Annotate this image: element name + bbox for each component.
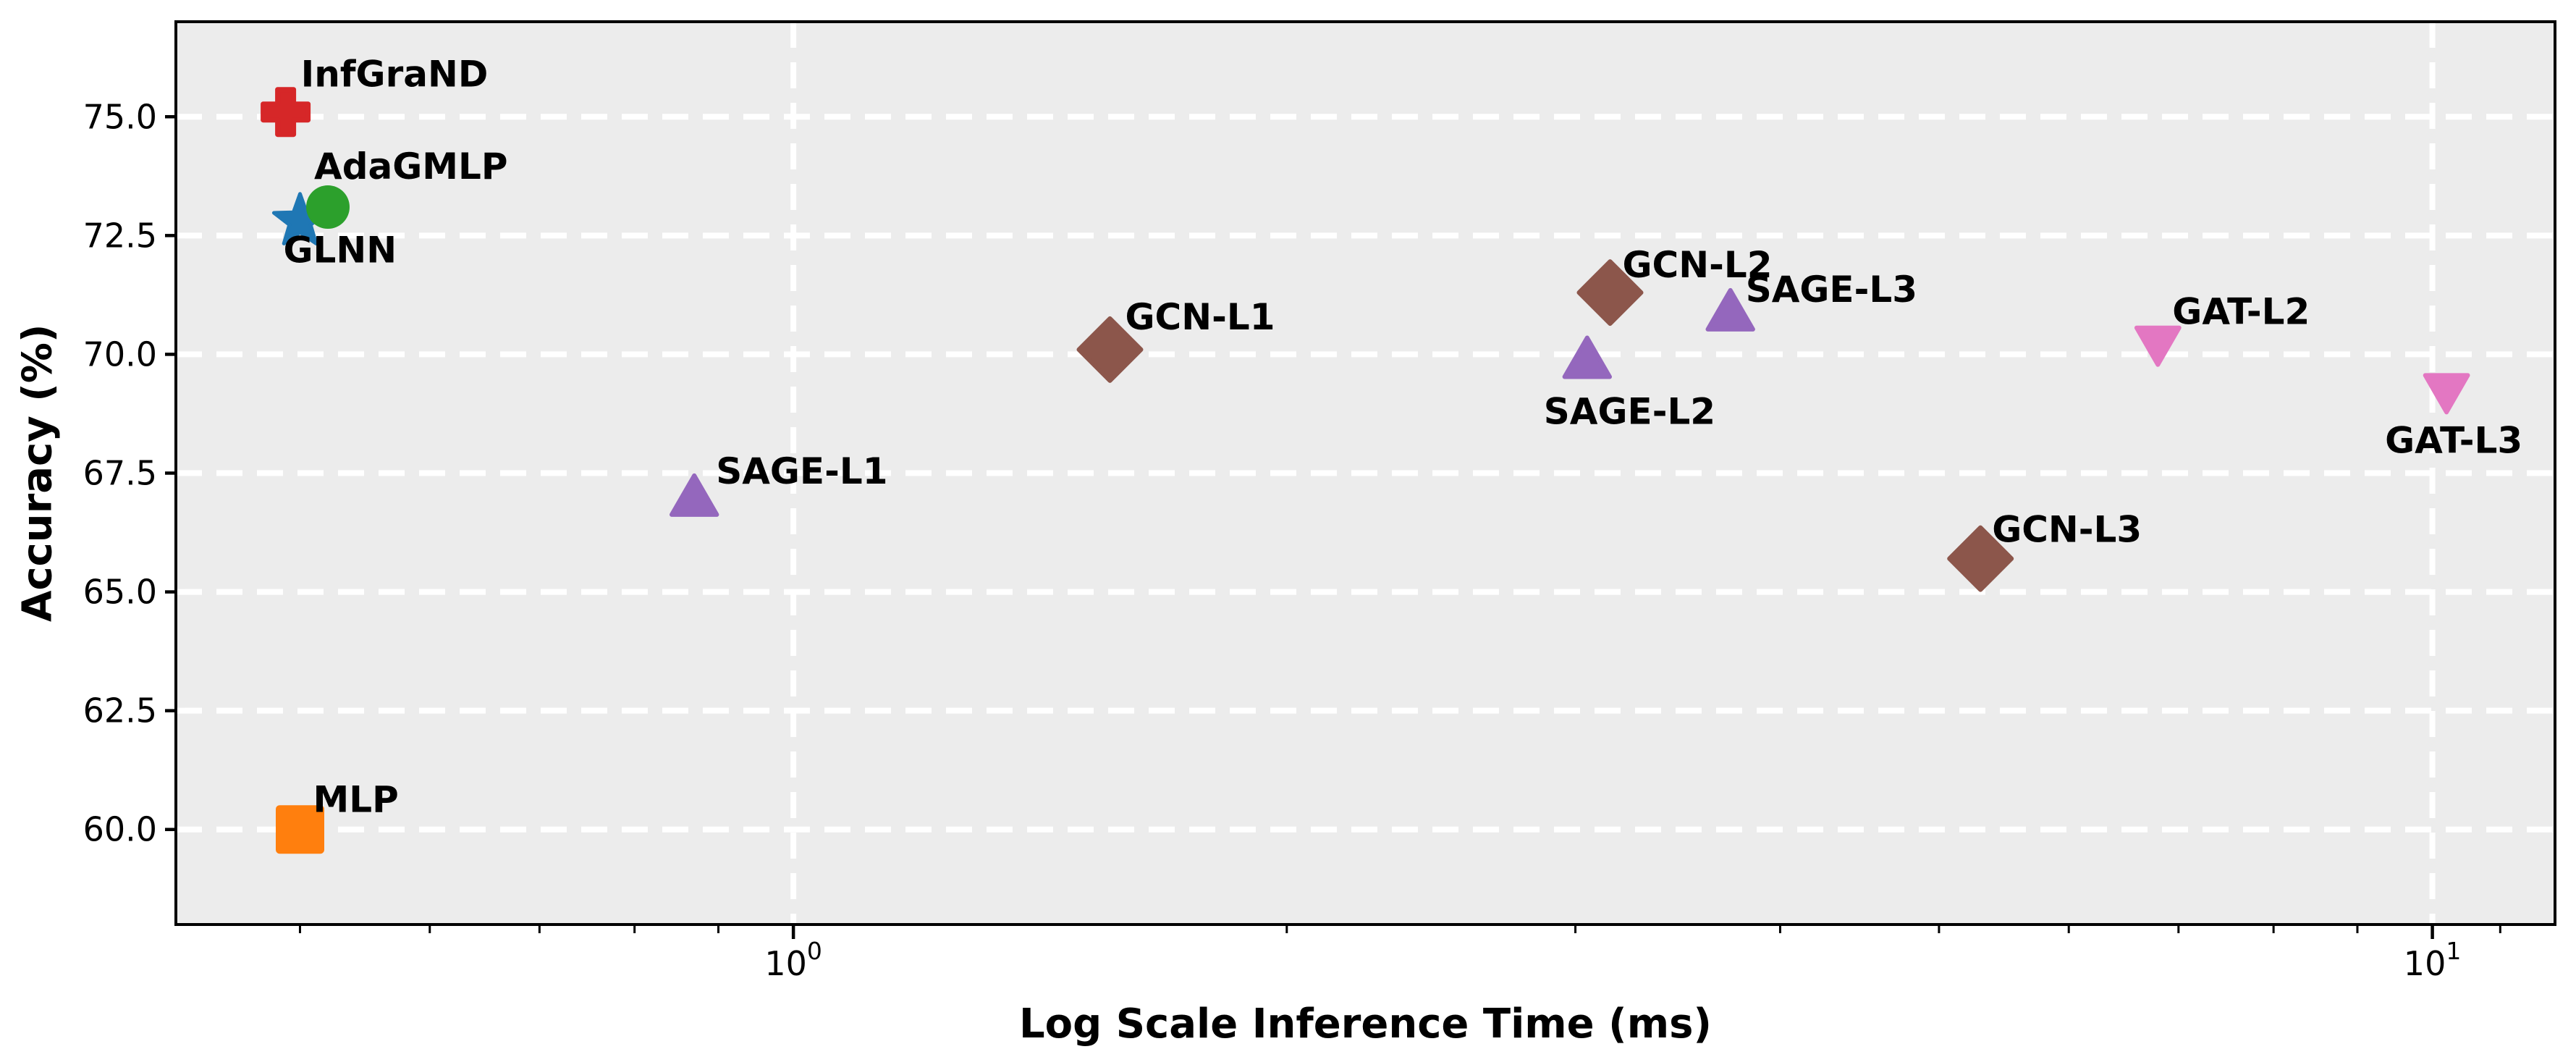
point-label-gat-l3: GAT-L3 [2385,419,2522,461]
y-tick-label: 67.5 [83,454,157,493]
point-label-sage-l1: SAGE-L1 [716,450,887,492]
point-label-gat-l2: GAT-L2 [2172,291,2310,333]
marker-gat-l3 [2423,373,2470,415]
y-tick-label: 75.0 [83,97,157,136]
marker-mlp [276,805,324,854]
y-tick-label: 62.5 [83,691,157,730]
point-label-infgrand: InfGraND [301,54,489,96]
marker-adagmlp [306,185,350,229]
point-label-mlp: MLP [313,779,399,821]
x-tick-label: 101 [2404,937,2462,983]
point-label-sage-l2: SAGE-L2 [1544,391,1715,433]
y-axis-title: Accuracy (%) [14,324,62,623]
y-tick-label: 65.0 [83,573,157,612]
marker-sage-l2 [1562,335,1613,379]
x-axis-title: Log Scale Inference Time (ms) [1018,1001,1712,1048]
point-label-glnn: GLNN [284,229,397,271]
point-label-sage-l3: SAGE-L3 [1746,269,1917,311]
marker-infgrand [261,87,311,138]
y-tick-label: 70.0 [83,334,157,374]
point-label-gcn-l1: GCN-L1 [1126,296,1275,338]
point-label-gcn-l2: GCN-L2 [1623,244,1773,286]
marker-gcn-l1 [1076,316,1144,383]
marker-gcn-l3 [1947,525,2014,592]
point-label-adagmlp: AdaGMLP [314,146,508,188]
x-tick-label: 100 [764,937,822,983]
point-label-gcn-l3: GCN-L3 [1992,509,2142,551]
y-tick-label: 60.0 [83,810,157,849]
marker-sage-l1 [670,473,719,517]
marker-gcn-l2 [1576,259,1644,327]
y-tick-label: 72.5 [83,216,157,255]
marker-gat-l2 [2134,325,2182,367]
marker-sage-l3 [1705,287,1755,332]
